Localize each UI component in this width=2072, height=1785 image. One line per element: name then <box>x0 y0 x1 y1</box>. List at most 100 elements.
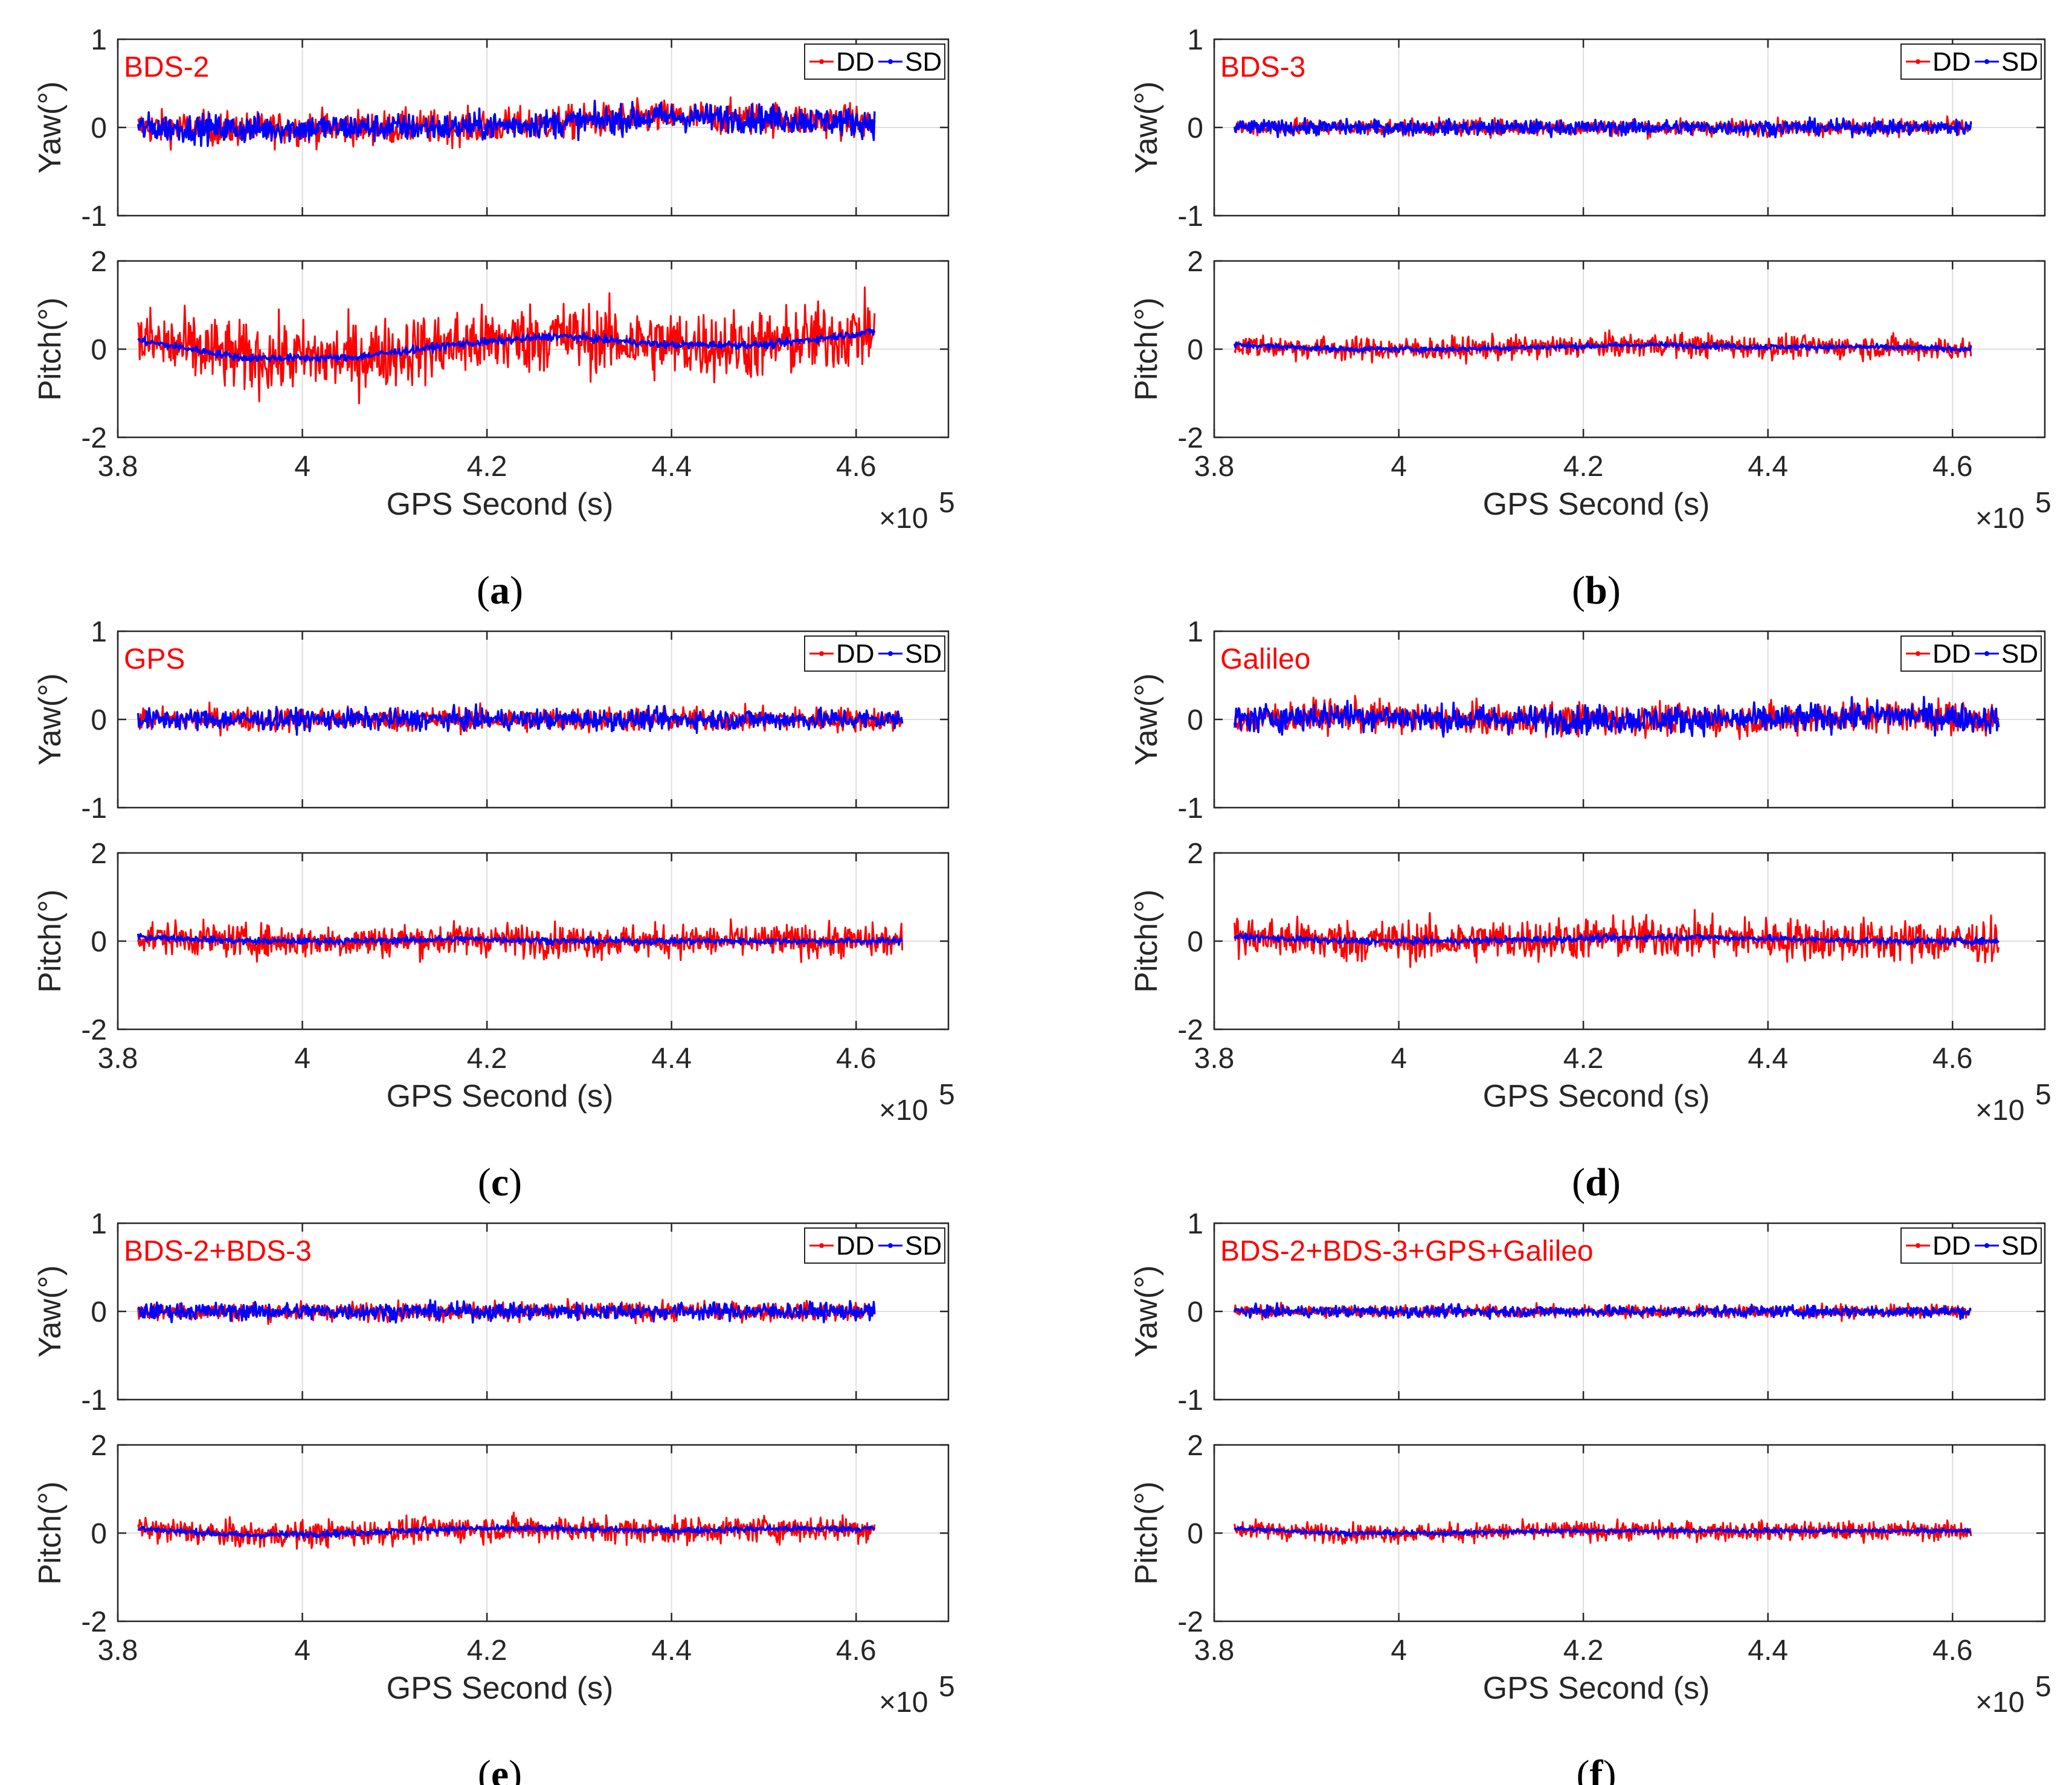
y-tick-label: 0 <box>1187 334 1203 366</box>
x-tick-label: 3.8 <box>98 1635 138 1667</box>
yaw-axis-label: Yaw(°) <box>33 1266 68 1358</box>
y-tick-label: 1 <box>1187 1208 1203 1240</box>
caption-open-paren: ( <box>478 1160 491 1204</box>
y-tick-label: -1 <box>1177 201 1203 233</box>
y-tick-label: -2 <box>81 1014 107 1046</box>
caption-open-paren: ( <box>1572 568 1585 613</box>
x-tick-label: 4.2 <box>1563 1043 1604 1075</box>
pitch-subplot: 2 0 -2 Pitch(°) 3.8 4 4.2 4.4 4.6 GPS Second (s) ×… <box>1129 246 2051 535</box>
panel-d: 1 0 -1 Yaw(°) Galileo DD SD 2 0 -2 Pitch(°) 3.8 4 4.2… <box>1129 616 2051 1204</box>
x-tick-label: 4.6 <box>1932 1635 1973 1667</box>
x-tick-label: 4.2 <box>467 451 507 483</box>
series-sd-line <box>137 100 876 147</box>
legend-marker-dd <box>819 1243 824 1248</box>
panel-title: BDS-2+BDS-3 <box>124 1235 312 1267</box>
x-tick-label: 4.6 <box>1932 451 1973 483</box>
y-tick-label: -1 <box>81 201 107 233</box>
series-sd-line <box>137 933 903 947</box>
legend-label-sd: SD <box>2001 47 2038 77</box>
caption-letter: e <box>491 1752 509 1785</box>
x-tick-label: 3.8 <box>1194 451 1235 483</box>
x-tick-label: 4.4 <box>1748 1043 1788 1075</box>
x-axis-label: GPS Second (s) <box>387 1079 614 1114</box>
caption-letter: a <box>490 568 510 613</box>
x-tick-label: 3.8 <box>98 1043 138 1075</box>
series-sd-line <box>137 1523 876 1540</box>
panel-e: 1 0 -1 Yaw(°) BDS-2+BDS-3 DD SD 2 0 -2 Pitch(°) 3.8… <box>33 1208 955 1785</box>
x-exponent-base: ×10 <box>1975 503 2024 535</box>
series-sd-line <box>137 1299 876 1324</box>
x-tick-label: 4 <box>1391 1043 1407 1075</box>
series-sd-line <box>1233 695 2000 738</box>
x-tick-label: 4.4 <box>651 1043 692 1075</box>
y-tick-label: -1 <box>81 1385 107 1417</box>
y-tick-label: 0 <box>91 1518 107 1550</box>
legend-label-dd: DD <box>836 47 875 77</box>
pitch-axis-label: Pitch(°) <box>1129 297 1164 400</box>
y-tick-label: -1 <box>1177 793 1203 825</box>
series-sd-line <box>1234 1525 1972 1537</box>
panel-b: 1 0 -1 Yaw(°) BDS-3 DD SD 2 0 -2 Pitch(°) 3.8 4 4.2 4.… <box>1129 24 2051 613</box>
panel-f: 1 0 -1 Yaw(°) BDS-2+BDS-3+GPS+Galileo DD SD 2 0 -… <box>1129 1208 2051 1785</box>
y-tick-label: 0 <box>91 112 107 144</box>
series-dd-line <box>137 918 904 963</box>
legend-label-sd: SD <box>2001 1231 2038 1261</box>
legend: DD SD <box>1900 1227 2042 1264</box>
yaw-subplot: 1 0 -1 Yaw(°) Galileo DD SD <box>1129 616 2046 825</box>
panel-title: GPS <box>124 643 185 675</box>
legend-marker-sd <box>1984 59 1989 64</box>
legend-label-dd: DD <box>1932 639 1971 669</box>
x-tick-label: 4.4 <box>651 1635 692 1667</box>
x-exponent-base: ×10 <box>1975 1095 2024 1127</box>
caption-close-paren: ) <box>509 1160 522 1204</box>
y-tick-label: 0 <box>91 704 107 736</box>
caption-open-paren: ( <box>478 1752 491 1785</box>
panel-caption: (c) <box>478 1160 522 1204</box>
y-tick-label: 2 <box>91 838 107 870</box>
y-tick-label: 0 <box>91 926 107 958</box>
y-tick-label: 2 <box>91 1430 107 1462</box>
legend-marker-sd <box>888 1243 893 1248</box>
pitch-axis-label: Pitch(°) <box>33 1481 68 1584</box>
x-tick-label: 4.2 <box>1563 1635 1604 1667</box>
legend-marker-dd <box>1916 1243 1920 1248</box>
legend-label-dd: DD <box>836 639 875 669</box>
x-exponent-base: ×10 <box>1975 1687 2024 1719</box>
series-sd-line <box>1233 1302 1972 1320</box>
legend-marker-dd <box>819 59 824 64</box>
y-tick-label: -2 <box>1177 1014 1203 1046</box>
caption-letter: c <box>491 1160 509 1204</box>
y-tick-label: 2 <box>1187 1430 1203 1462</box>
panel-caption: (f) <box>1577 1752 1617 1785</box>
series-dd-line <box>137 286 876 405</box>
caption-close-paren: ) <box>509 1752 522 1785</box>
caption-open-paren: ( <box>477 568 490 613</box>
legend-label-sd: SD <box>2001 639 2038 669</box>
legend-label-sd: SD <box>905 47 942 77</box>
series-sd-line <box>1233 116 1972 139</box>
x-axis-label: GPS Second (s) <box>387 487 614 522</box>
pitch-axis-label: Pitch(°) <box>33 889 68 992</box>
x-tick-label: 4.2 <box>467 1043 507 1075</box>
legend-label-sd: SD <box>905 1231 942 1261</box>
yaw-axis-label: Yaw(°) <box>33 674 68 766</box>
panel-caption: (d) <box>1572 1160 1621 1204</box>
y-tick-label: 1 <box>1187 24 1203 56</box>
x-tick-label: 4 <box>294 1043 310 1075</box>
y-tick-label: 1 <box>91 24 107 56</box>
series-sd-line <box>1233 341 1972 354</box>
panel-title: BDS-2 <box>124 51 209 83</box>
pitch-subplot: 2 0 -2 Pitch(°) 3.8 4 4.2 4.4 4.6 GPS Second (s) ×… <box>33 246 955 535</box>
y-tick-label: -2 <box>1177 422 1203 454</box>
series-sd-line <box>137 703 904 736</box>
y-tick-label: 2 <box>91 246 107 278</box>
x-tick-label: 4 <box>1391 451 1407 483</box>
yaw-subplot: 1 0 -1 Yaw(°) BDS-2 DD SD <box>33 24 950 233</box>
panel-caption: (e) <box>478 1752 522 1785</box>
legend-marker-dd <box>1916 59 1920 64</box>
yaw-subplot: 1 0 -1 Yaw(°) GPS DD SD <box>33 616 950 825</box>
x-exponent-power: 5 <box>939 1671 955 1703</box>
y-tick-label: 0 <box>91 1296 107 1328</box>
x-tick-label: 4.6 <box>836 451 877 483</box>
